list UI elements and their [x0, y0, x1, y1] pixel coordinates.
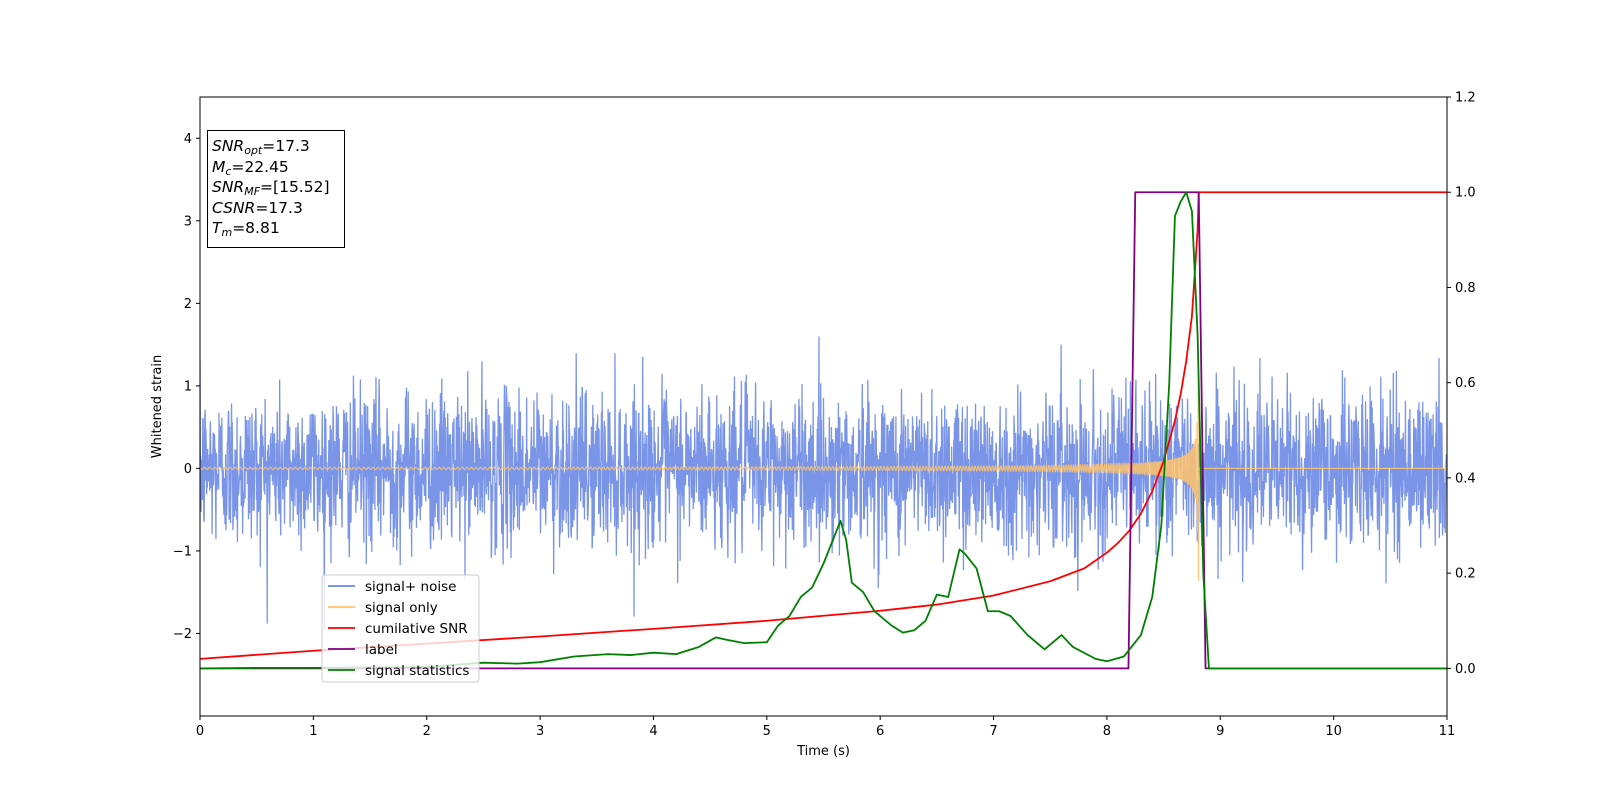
x-tick-label: 4 [649, 724, 657, 739]
y-tick-label: 3 [184, 214, 192, 229]
snr-mf-annotation: SNRMF=[15.52] [212, 178, 330, 198]
y-axis-left: −2 −1 0 1 2 3 4 [173, 132, 200, 642]
x-tick-label: 7 [989, 724, 997, 739]
y2-tick-label: 0.0 [1455, 662, 1476, 677]
x-tick-label: 6 [876, 724, 884, 739]
legend-entry: signal statistics [365, 663, 469, 679]
csnr-annotation: CSNR=17.3 [212, 198, 303, 217]
series-signal-only [200, 375, 1447, 581]
legend-entry: signal+ noise [365, 579, 456, 595]
y-tick-label: 2 [184, 297, 192, 312]
x-tick-label: 5 [763, 724, 771, 739]
legend-entry: label [365, 642, 398, 658]
x-tick-label: 2 [423, 724, 431, 739]
legend-box [321, 574, 480, 683]
y-tick-label: −1 [173, 544, 192, 559]
legend-entry: signal only [365, 600, 438, 616]
series-signal-statistics [200, 191, 1447, 670]
y-tick-label: 0 [184, 462, 192, 477]
x-tick-label: 8 [1103, 724, 1111, 739]
x-tick-label: 11 [1439, 724, 1456, 739]
x-axis: 0 1 2 3 4 5 6 7 8 9 10 11 [196, 716, 1455, 739]
y2-tick-label: 0.4 [1455, 471, 1476, 486]
y-tick-label: −2 [173, 627, 192, 642]
series-signal-noise [200, 336, 1447, 630]
series-cumulative-snr [200, 191, 1447, 660]
plot-frame [199, 96, 1448, 717]
y-tick-label: 4 [184, 132, 192, 147]
legend-entry: cumilative SNR [365, 621, 468, 637]
y-axis-label: Whitened strain [150, 355, 165, 458]
y2-tick-label: 1.0 [1455, 186, 1476, 201]
x-tick-label: 3 [536, 724, 544, 739]
x-tick-label: 9 [1216, 724, 1224, 739]
chirp-mass-annotation: Mc=22.45 [212, 157, 289, 178]
legend: signal+ noise signal only cumilative SNR la… [321, 574, 480, 683]
x-tick-label: 0 [196, 724, 204, 739]
y2-tick-label: 0.2 [1455, 567, 1476, 582]
merger-time-annotation: Tm=8.81 [212, 219, 280, 239]
x-axis-label: Time (s) [796, 744, 850, 759]
x-tick-label: 10 [1325, 724, 1342, 739]
series-layer [200, 191, 1447, 670]
annotation-box: SNRopt=17.3 Mc=22.45 SNRMF=[15.52] CSNR=… [207, 130, 345, 248]
x-tick-label: 1 [309, 724, 317, 739]
y2-tick-label: 1.2 [1455, 91, 1476, 106]
y-tick-label: 1 [184, 379, 192, 394]
y-axis-right: 0.0 0.2 0.4 0.6 0.8 1.0 1.2 [1447, 91, 1476, 677]
y2-tick-label: 0.6 [1455, 376, 1476, 391]
y2-tick-label: 0.8 [1455, 281, 1476, 296]
snr-opt-annotation: SNRopt=17.3 [212, 137, 310, 157]
